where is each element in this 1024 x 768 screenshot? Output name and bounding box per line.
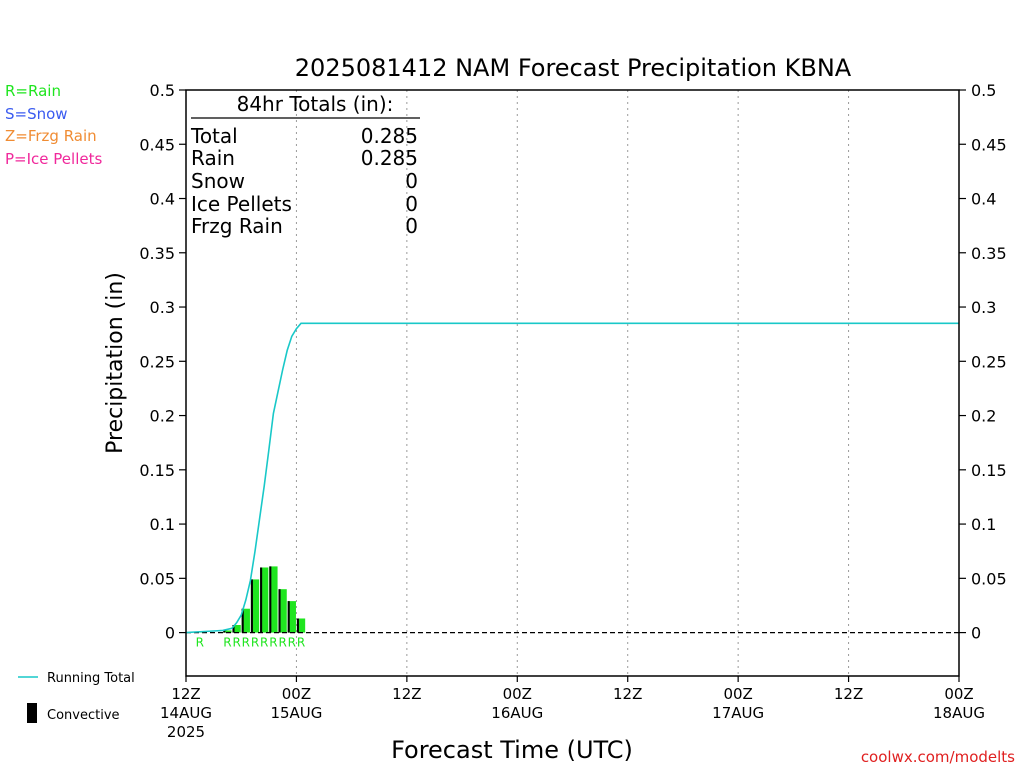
running-total-line <box>185 322 959 634</box>
totals-label-frzg-rain: Frzg Rain <box>191 214 283 238</box>
y-tick-label-left: 0.2 <box>150 407 175 426</box>
x-tick-label: 12Z <box>834 685 863 703</box>
credit-text: coolwx.com/modelts <box>861 748 1015 766</box>
x-tick-label: 18AUG <box>933 704 985 722</box>
legend-convective: Convective <box>47 708 120 723</box>
y-tick-label-right: 0.4 <box>971 190 996 209</box>
legend-convective-swatch <box>27 703 37 723</box>
x-tick-label: 16AUG <box>491 704 543 722</box>
y-tick-label-left: 0.1 <box>150 515 175 534</box>
ptype-label: R <box>251 636 259 650</box>
ptype-label: R <box>297 636 305 650</box>
ptype-label: R <box>196 636 204 650</box>
x-tick-label: 00Z <box>723 685 752 703</box>
x-tick-label: 14AUG <box>160 704 212 722</box>
ptype-label: R <box>232 636 240 650</box>
legend-running-total: Running Total <box>47 671 135 686</box>
x-tick-label: 12Z <box>392 685 421 703</box>
y-axis-label: Precipitation (in) <box>103 272 128 454</box>
x-tick-label: 12Z <box>171 685 200 703</box>
ptype-label: R <box>278 636 286 650</box>
y-axis-ticks: 0.5 0.5 0.45 0.45 0.4 0.4 0.35 0.35 0.3 0.3 0.25 0.… <box>139 81 1006 643</box>
convective-bar <box>223 630 226 633</box>
ptype-label: R <box>288 636 296 650</box>
legend-snow: S=Snow <box>5 105 68 123</box>
y-tick-label-right: 0.25 <box>971 352 1007 371</box>
convective-bar <box>296 618 299 633</box>
y-tick-label-left: 0.3 <box>150 298 175 317</box>
convective-bar <box>250 579 253 633</box>
totals-box: 84hr Totals (in): Total 0.285 Rain 0.285… <box>190 92 420 238</box>
x-tick-label: 17AUG <box>712 704 764 722</box>
chart-title: 2025081412 NAM Forecast Precipitation KB… <box>295 54 852 82</box>
plot-frame <box>185 89 960 677</box>
legend-rain: R=Rain <box>5 82 61 100</box>
y-tick-label-left: 0.35 <box>139 244 175 263</box>
convective-bar <box>287 601 290 633</box>
precip-bar <box>223 630 232 633</box>
totals-label-snow: Snow <box>191 169 245 193</box>
x-tick-label: 2025 <box>167 723 205 741</box>
precip-bar <box>260 567 269 633</box>
precip-bars <box>195 566 306 633</box>
y-tick-label-left: 0.5 <box>150 81 175 100</box>
y-tick-label-right: 0 <box>971 624 981 643</box>
x-tick-label: 00Z <box>503 685 532 703</box>
x-tick-label: 00Z <box>944 685 973 703</box>
precip-bar <box>232 624 241 633</box>
totals-value-rain: 0.285 <box>361 146 418 170</box>
y-tick-label-left: 0.45 <box>139 135 175 154</box>
precip-bar <box>278 589 287 633</box>
grid-lines <box>295 90 850 676</box>
totals-header: 84hr Totals (in): <box>237 92 394 116</box>
convective-bar <box>269 566 272 633</box>
y-tick-label-right: 0.05 <box>971 569 1007 588</box>
ptype-label: R <box>242 636 250 650</box>
y-tick-label-right: 0.3 <box>971 298 996 317</box>
y-tick-label-right: 0.45 <box>971 135 1007 154</box>
convective-bar <box>260 567 263 633</box>
convective-bar <box>241 608 244 633</box>
totals-label-total: Total <box>190 124 238 148</box>
ptype-label: R <box>269 636 277 650</box>
y-tick-label-left: 0.25 <box>139 352 175 371</box>
convective-bar <box>278 589 281 633</box>
ptype-label: R <box>260 636 268 650</box>
precip-bar <box>296 618 306 633</box>
x-tick-label: 00Z <box>282 685 311 703</box>
precip-bar <box>287 601 296 633</box>
y-tick-label-right: 0.5 <box>971 81 996 100</box>
y-tick-label-right: 0.35 <box>971 244 1007 263</box>
y-tick-label-left: 0 <box>165 624 175 643</box>
totals-value-total: 0.285 <box>361 124 418 148</box>
precip-bar <box>241 608 250 633</box>
x-tick-label: 12Z <box>613 685 642 703</box>
x-axis-label: Forecast Time (UTC) <box>391 736 633 764</box>
precip-bar <box>269 566 278 633</box>
y-tick-label-right: 0.15 <box>971 461 1007 480</box>
totals-value-snow: 0 <box>405 169 418 193</box>
totals-label-ice-pellets: Ice Pellets <box>191 192 292 216</box>
y-tick-label-right: 0.2 <box>971 407 996 426</box>
precip-bar <box>250 579 260 633</box>
y-tick-label-left: 0.15 <box>139 461 175 480</box>
y-tick-label-right: 0.1 <box>971 515 996 534</box>
y-tick-label-left: 0.4 <box>150 190 175 209</box>
x-tick-label: 15AUG <box>270 704 322 722</box>
legend-frzg-rain: Z=Frzg Rain <box>5 127 97 145</box>
totals-value-ice-pellets: 0 <box>405 192 418 216</box>
legend-ice-pellets: P=Ice Pellets <box>5 150 102 168</box>
totals-label-rain: Rain <box>191 146 235 170</box>
y-tick-label-left: 0.05 <box>139 569 175 588</box>
ptype-label: R <box>223 636 231 650</box>
totals-value-frzg-rain: 0 <box>405 214 418 238</box>
convective-bar <box>232 624 235 633</box>
